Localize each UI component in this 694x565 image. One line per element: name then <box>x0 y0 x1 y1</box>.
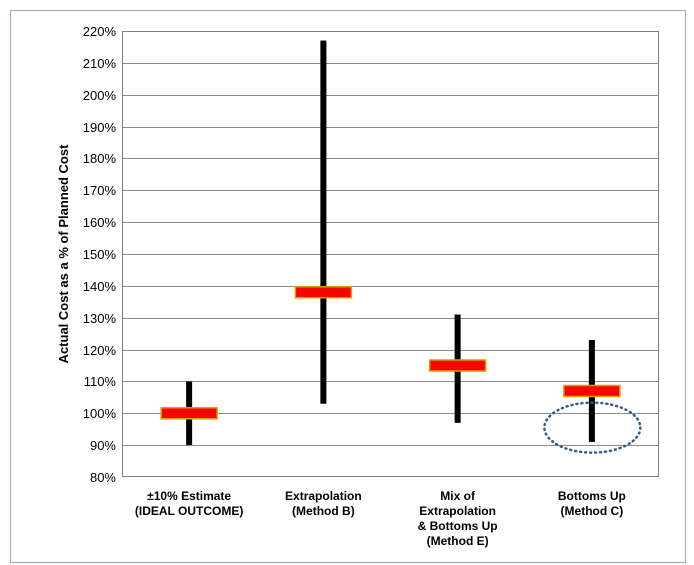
y-tick-label: 210% <box>83 56 117 71</box>
category-label: (IDEAL OUTCOME) <box>135 504 243 518</box>
category-label: (Method E) <box>427 534 489 548</box>
y-tick-label: 130% <box>83 311 117 326</box>
category-label: ±10% Estimate <box>147 489 231 503</box>
category-label: (Method C) <box>561 504 624 518</box>
y-tick-label: 110% <box>84 374 117 389</box>
y-tick-label: 220% <box>83 24 117 39</box>
y-tick-label: 160% <box>83 215 117 230</box>
mid-marker <box>430 360 486 371</box>
mid-marker <box>564 385 620 396</box>
y-tick-label: 100% <box>83 406 117 421</box>
category-label: Mix of <box>440 489 476 503</box>
mid-marker <box>161 408 217 419</box>
category-label: Bottoms Up <box>558 489 626 503</box>
category-label: & Bottoms Up <box>418 519 498 533</box>
y-tick-label: 200% <box>83 88 117 103</box>
y-axis-title: Actual Cost as a % of Planned Cost <box>56 144 71 364</box>
category-label: Extrapolation <box>419 504 496 518</box>
range-bar <box>320 41 326 404</box>
y-tick-label: 180% <box>83 151 117 166</box>
category-label: Extrapolation <box>285 489 362 503</box>
y-tick-label: 90% <box>90 438 116 453</box>
y-tick-label: 170% <box>83 183 117 198</box>
y-tick-label: 120% <box>83 343 117 358</box>
y-tick-label: 150% <box>83 247 117 262</box>
category-label: (Method B) <box>292 504 355 518</box>
mid-marker <box>295 287 351 298</box>
y-tick-label: 190% <box>83 120 117 135</box>
y-tick-label: 80% <box>90 470 116 485</box>
y-tick-label: 140% <box>83 279 117 294</box>
